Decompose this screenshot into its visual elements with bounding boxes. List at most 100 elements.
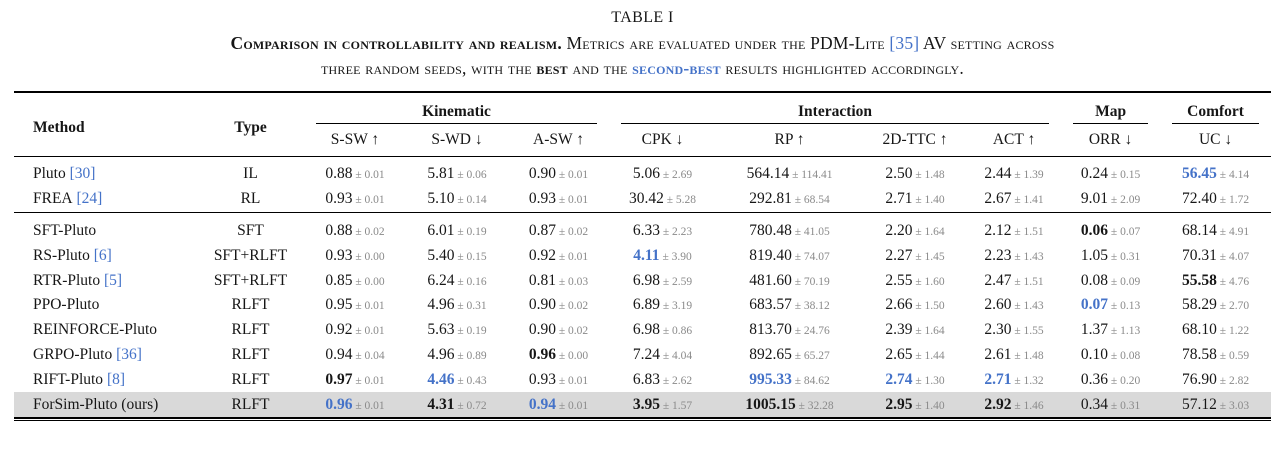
metric-std: ± 0.02 bbox=[555, 300, 589, 313]
metric-cell: 2.44 ± 1.39 bbox=[967, 157, 1061, 187]
metric-std: ± 65.27 bbox=[791, 349, 830, 362]
metric-std: ± 1.22 bbox=[1216, 325, 1250, 338]
metric-value: 2.92 bbox=[984, 395, 1012, 413]
metric-std: ± 2.59 bbox=[659, 275, 693, 288]
metric-value: 76.90 bbox=[1182, 370, 1217, 388]
metric-value: 481.60 bbox=[749, 271, 792, 289]
metric-std: ± 0.19 bbox=[454, 225, 487, 238]
metric-cell: 0.36 ± 0.20 bbox=[1061, 367, 1160, 392]
citation-link[interactable]: [8] bbox=[103, 370, 126, 388]
metric-value: 2.74 bbox=[885, 370, 913, 388]
caption-line-1: Comparison in controllability and realis… bbox=[0, 31, 1285, 56]
citation-link[interactable]: [35] bbox=[889, 33, 920, 53]
metric-cell: 5.40 ± 0.15 bbox=[406, 243, 508, 268]
metric-cell: 0.93 ± 0.01 bbox=[304, 186, 406, 213]
metric-value: 4.31 bbox=[427, 395, 455, 413]
metric-cell: 0.34 ± 0.31 bbox=[1061, 392, 1161, 419]
metric-std: ± 70.19 bbox=[791, 275, 830, 288]
metric-std: ± 3.03 bbox=[1216, 399, 1250, 412]
metric-header-row: S-SW ↑ S-WD ↓ A-SW ↑ CPK ↓ RP ↑ 2D-TTC ↑… bbox=[14, 124, 1272, 157]
metric-cell: 0.96 ± 0.01 bbox=[304, 392, 406, 419]
metric-cell: 892.65 ± 65.27 bbox=[716, 343, 863, 368]
metric-cell: 2.92 ± 1.46 bbox=[967, 392, 1062, 419]
metric-value: 68.14 bbox=[1182, 221, 1217, 239]
rule-under-group bbox=[316, 123, 598, 124]
metric-cell: 4.96 ± 0.31 bbox=[406, 293, 508, 318]
metric-cell: 2.30 ± 1.55 bbox=[967, 318, 1061, 343]
metric-std: ± 41.05 bbox=[791, 225, 830, 238]
metric-std: ± 0.01 bbox=[352, 300, 385, 313]
citation-link[interactable]: [36] bbox=[112, 345, 142, 363]
citation-link[interactable]: [24] bbox=[72, 190, 103, 208]
metric-std: ± 0.02 bbox=[555, 325, 589, 338]
metric-std: ± 4.04 bbox=[659, 349, 693, 362]
rule-under-group bbox=[1073, 123, 1149, 124]
metric-std: ± 2.70 bbox=[1216, 300, 1250, 313]
metric-std: ± 0.14 bbox=[454, 194, 487, 207]
method-name: REINFORCE-Pluto bbox=[33, 321, 158, 339]
citation-link[interactable]: [5] bbox=[100, 271, 123, 289]
type-cell: SFT+RLFT bbox=[213, 271, 288, 289]
metric-std: ± 1.44 bbox=[912, 349, 945, 362]
metric-cell: 0.93 ± 0.01 bbox=[508, 367, 609, 392]
metric-value: 0.93 bbox=[528, 190, 556, 208]
metric-value: 780.48 bbox=[749, 221, 792, 239]
method-cell: REINFORCE-Pluto bbox=[14, 318, 197, 343]
metric-value: 6.01 bbox=[427, 221, 455, 239]
metric-value: 0.95 bbox=[325, 296, 353, 314]
metric-value: 0.85 bbox=[325, 271, 353, 289]
metric-cell: 4.96 ± 0.89 bbox=[406, 343, 508, 368]
caption-line-2: three random seeds, with the best and th… bbox=[0, 56, 1285, 81]
citation-link[interactable]: [6] bbox=[89, 246, 112, 264]
metric-std: ± 4.76 bbox=[1216, 275, 1250, 288]
metric-value: 6.83 bbox=[632, 370, 660, 388]
method-cell: RS-Pluto [6] bbox=[14, 243, 197, 268]
method-cell: SFT-Pluto bbox=[14, 212, 197, 243]
metric-cell: 0.10 ± 0.08 bbox=[1061, 343, 1160, 368]
metric-cell: 78.58 ± 0.59 bbox=[1160, 343, 1271, 368]
metric-std: ± 5.28 bbox=[663, 194, 697, 207]
metric-value: 2.50 bbox=[885, 165, 913, 183]
rule-under-group bbox=[621, 123, 1050, 124]
paper-table-figure: TABLE I Comparison in controllability an… bbox=[0, 9, 1285, 422]
metric-std: ± 4.14 bbox=[1216, 169, 1250, 182]
metric-std: ± 0.06 bbox=[454, 169, 487, 182]
metric-std: ± 0.15 bbox=[1108, 169, 1141, 182]
metric-std: ± 3.90 bbox=[659, 250, 692, 263]
metric-std: ± 0.19 bbox=[454, 325, 487, 338]
metric-std: ± 1.46 bbox=[1011, 399, 1044, 412]
metric-std: ± 3.19 bbox=[659, 300, 693, 313]
metric-std: ± 0.31 bbox=[1108, 250, 1141, 263]
col-header-type: Type bbox=[197, 92, 304, 157]
metric-cell: 0.95 ± 0.01 bbox=[304, 293, 406, 318]
table-head: Method Type Kinematic Interaction Map Co… bbox=[14, 92, 1272, 157]
metric-std: ± 0.01 bbox=[555, 250, 589, 263]
metric-std: ± 2.62 bbox=[659, 374, 693, 387]
metric-cell: 0.06 ± 0.07 bbox=[1061, 212, 1160, 243]
metric-value: 2.47 bbox=[984, 271, 1012, 289]
metric-std: ± 0.15 bbox=[454, 250, 487, 263]
method-cell: RIFT-Pluto [8] bbox=[14, 367, 197, 392]
citation-link[interactable]: [30] bbox=[65, 165, 96, 183]
metric-value: 892.65 bbox=[749, 345, 792, 363]
group-header-kinematic: Kinematic bbox=[304, 92, 609, 124]
metric-cell: 6.24 ± 0.16 bbox=[406, 268, 508, 293]
metric-std: ± 0.09 bbox=[1108, 275, 1141, 288]
metric-std: ± 0.13 bbox=[1108, 300, 1141, 313]
metric-cell: 0.88 ± 0.01 bbox=[304, 157, 406, 187]
metric-cell: 5.63 ± 0.19 bbox=[406, 318, 508, 343]
group-header-row: Method Type Kinematic Interaction Map Co… bbox=[14, 92, 1271, 157]
metric-value: 813.70 bbox=[749, 321, 792, 339]
metric-cell: 1.37 ± 1.13 bbox=[1061, 318, 1160, 343]
table-row: RIFT-Pluto [8] RLFT 0.97 ± 0.01 4.46 ± 0.43… bbox=[14, 367, 1271, 392]
metric-std: ± 4.07 bbox=[1216, 250, 1250, 263]
metric-std: ± 0.01 bbox=[352, 325, 385, 338]
metric-std: ± 0.86 bbox=[659, 325, 693, 338]
metric-cell: 68.14 ± 4.91 bbox=[1160, 212, 1271, 243]
metric-value: 68.10 bbox=[1182, 321, 1217, 339]
metric-value: 3.95 bbox=[632, 395, 660, 413]
metric-std: ± 1.32 bbox=[1011, 374, 1044, 387]
metric-cell: 780.48 ± 41.05 bbox=[716, 212, 863, 243]
method-name: SFT-Pluto bbox=[33, 221, 97, 239]
metric-std: ± 0.31 bbox=[454, 300, 487, 313]
